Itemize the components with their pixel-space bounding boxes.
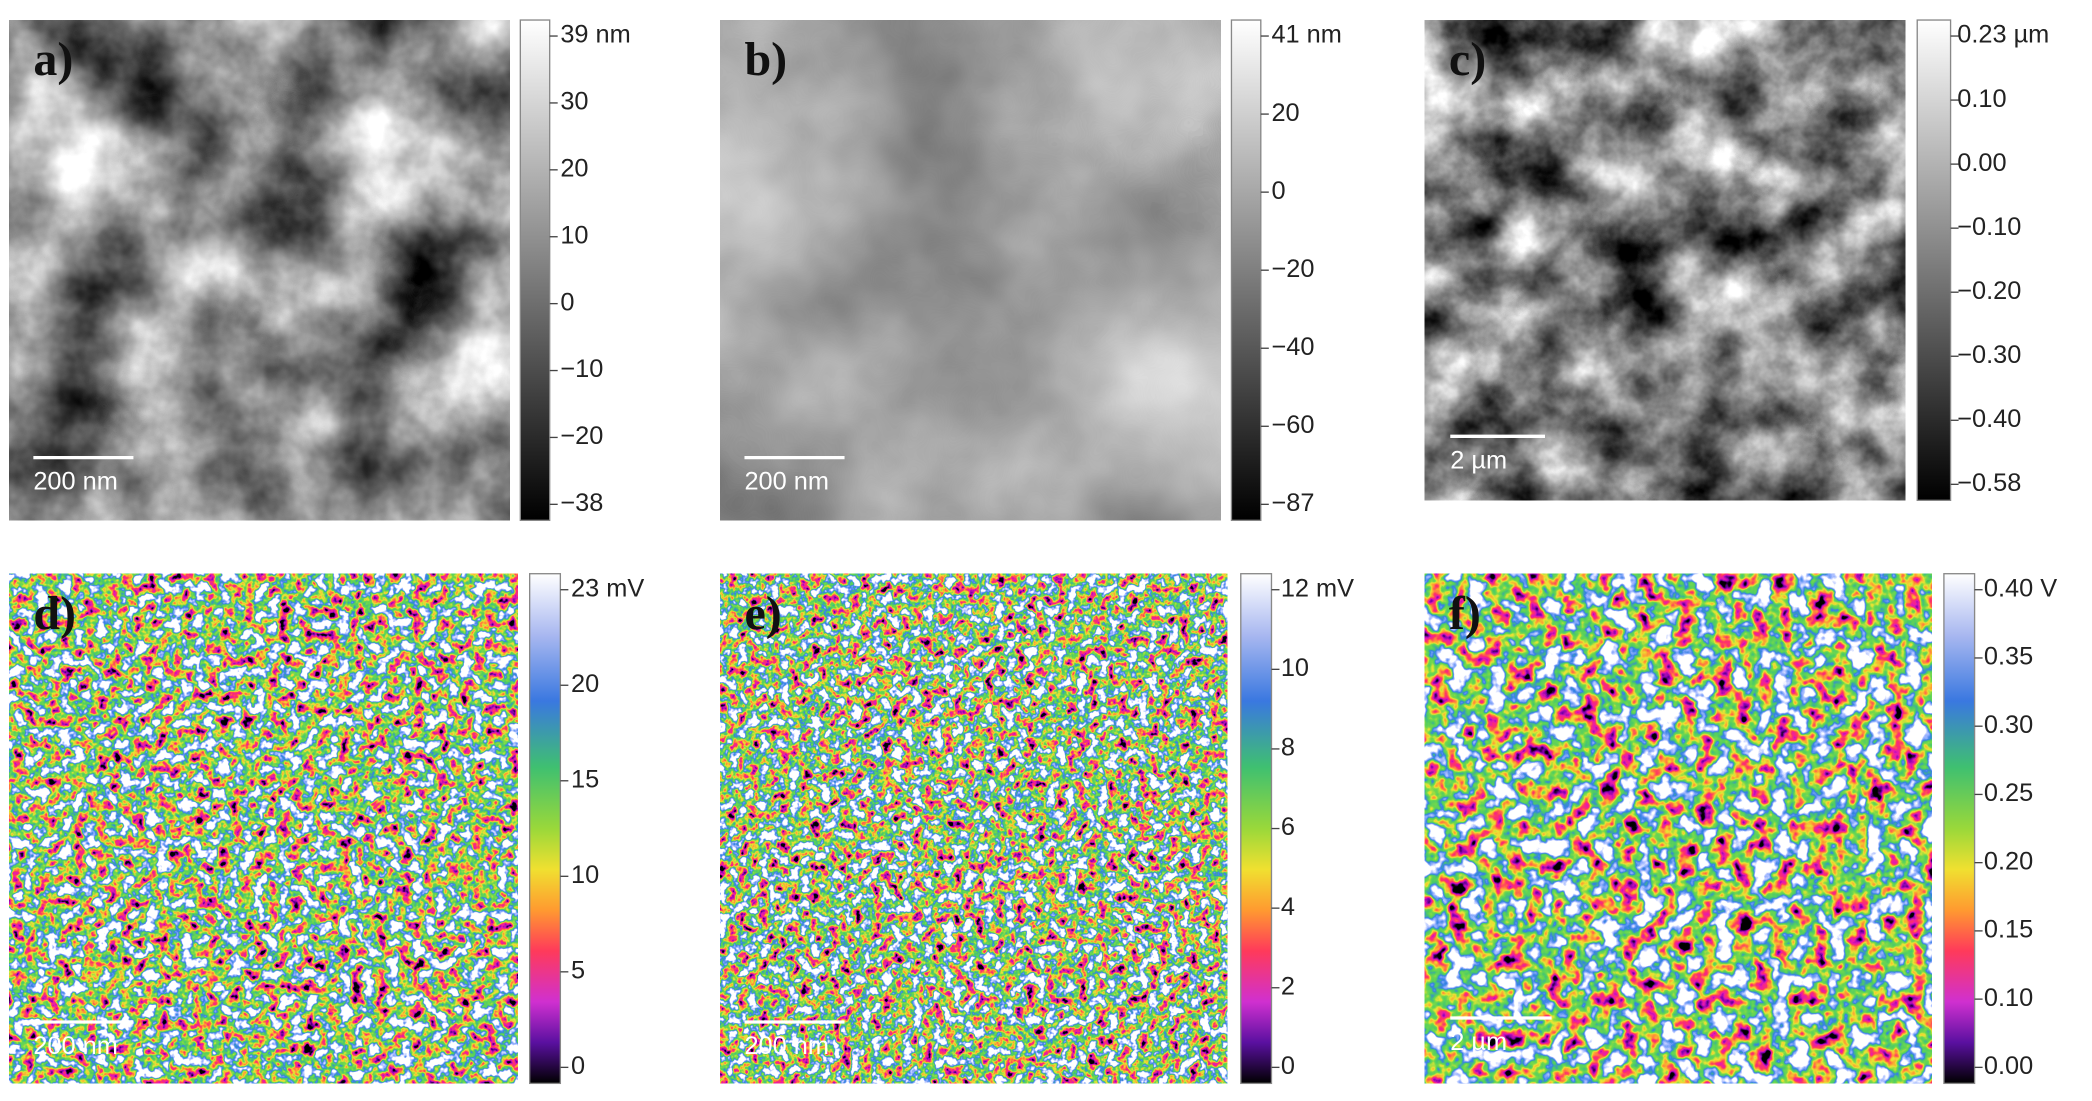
panel-label: a) bbox=[33, 33, 73, 86]
colorbar-tick-label: 10 bbox=[571, 861, 599, 889]
colorbar-tick-label: 23 mV bbox=[571, 574, 644, 602]
scale-bar-label: 200 nm bbox=[33, 468, 117, 496]
colorbar-tick-label: −10 bbox=[560, 355, 603, 383]
colorbar-tick-label: 41 nm bbox=[1271, 21, 1341, 49]
panel-label: d) bbox=[33, 587, 76, 640]
colorbar-tick-label: 20 bbox=[560, 155, 588, 183]
colorbar bbox=[1230, 19, 1262, 522]
panel-label: f) bbox=[1449, 587, 1481, 640]
colorbar-tick-label: 0.10 bbox=[1984, 984, 2033, 1012]
colorbar-tick-label: 0.30 bbox=[1984, 711, 2033, 739]
colorbar-tick-label: 5 bbox=[571, 957, 585, 985]
colorbar-tick-label: 39 nm bbox=[560, 21, 630, 49]
panel-label: e) bbox=[744, 587, 781, 640]
colorbar-tick-label: −87 bbox=[1271, 489, 1314, 517]
colorbar-tick-label: 0.23 µm bbox=[1957, 21, 2049, 49]
colorbar-tick-label: 10 bbox=[1281, 654, 1309, 682]
scale-bar-label: 2 µm bbox=[1450, 1028, 1507, 1056]
scan-image bbox=[8, 573, 519, 1085]
colorbar-tick-label: 0.20 bbox=[1984, 847, 2033, 875]
colorbar-tick-label: −20 bbox=[1271, 255, 1314, 283]
colorbar-tick-label: 0.10 bbox=[1957, 85, 2006, 113]
colorbar-tick-label: −60 bbox=[1271, 411, 1314, 439]
scan-image bbox=[1424, 573, 1933, 1085]
colorbar-tick-label: 15 bbox=[571, 765, 599, 793]
colorbar bbox=[519, 19, 551, 522]
scale-bar-label: 200 nm bbox=[33, 1032, 117, 1060]
colorbar-tick-label: 0.00 bbox=[1957, 149, 2006, 177]
colorbar-tick-label: 0.15 bbox=[1984, 916, 2033, 944]
colorbar-tick-label: 8 bbox=[1281, 734, 1295, 762]
colorbar bbox=[1916, 19, 1952, 502]
colorbar bbox=[529, 573, 562, 1085]
colorbar-tick-label: 0 bbox=[1281, 1052, 1295, 1080]
colorbar-tick-label: 0.00 bbox=[1984, 1052, 2033, 1080]
colorbar-tick-label: −0.20 bbox=[1957, 277, 2021, 305]
colorbar-tick-label: 4 bbox=[1281, 893, 1295, 921]
colorbar-tick-label: 0 bbox=[571, 1052, 585, 1080]
colorbar-tick-label: 20 bbox=[571, 670, 599, 698]
scan-image bbox=[8, 19, 511, 522]
colorbar bbox=[1240, 573, 1273, 1085]
colorbar-tick-label: −0.40 bbox=[1957, 405, 2021, 433]
colorbar-tick-label: −0.10 bbox=[1957, 213, 2021, 241]
colorbar-tick-label: 6 bbox=[1281, 813, 1295, 841]
scale-bar-label: 200 nm bbox=[744, 1032, 828, 1060]
scale-bar-label: 2 µm bbox=[1450, 446, 1507, 474]
colorbar-tick-label: −0.30 bbox=[1957, 341, 2021, 369]
panel-label: b) bbox=[744, 33, 787, 86]
colorbar bbox=[1943, 573, 1976, 1085]
scan-image bbox=[1424, 19, 1906, 502]
colorbar-tick-label: −0.58 bbox=[1957, 469, 2021, 497]
colorbar-tick-label: 12 mV bbox=[1281, 574, 1354, 602]
scan-image bbox=[719, 19, 1222, 522]
colorbar-tick-label: 0.40 V bbox=[1984, 574, 2057, 602]
scale-bar-label: 200 nm bbox=[744, 468, 828, 496]
colorbar-tick-label: 10 bbox=[560, 221, 588, 249]
colorbar-tick-label: 0 bbox=[560, 288, 574, 316]
colorbar-tick-label: 0.25 bbox=[1984, 779, 2033, 807]
colorbar-tick-label: −40 bbox=[1271, 333, 1314, 361]
colorbar-tick-label: 0 bbox=[1271, 177, 1285, 205]
colorbar-tick-label: 30 bbox=[560, 88, 588, 116]
colorbar-tick-label: −20 bbox=[560, 422, 603, 450]
colorbar-tick-label: 0.35 bbox=[1984, 643, 2033, 671]
colorbar-tick-label: 20 bbox=[1271, 99, 1299, 127]
colorbar-tick-label: 2 bbox=[1281, 972, 1295, 1000]
panel-label: c) bbox=[1449, 33, 1486, 86]
colorbar-tick-label: −38 bbox=[560, 489, 603, 517]
scan-image bbox=[719, 573, 1229, 1085]
